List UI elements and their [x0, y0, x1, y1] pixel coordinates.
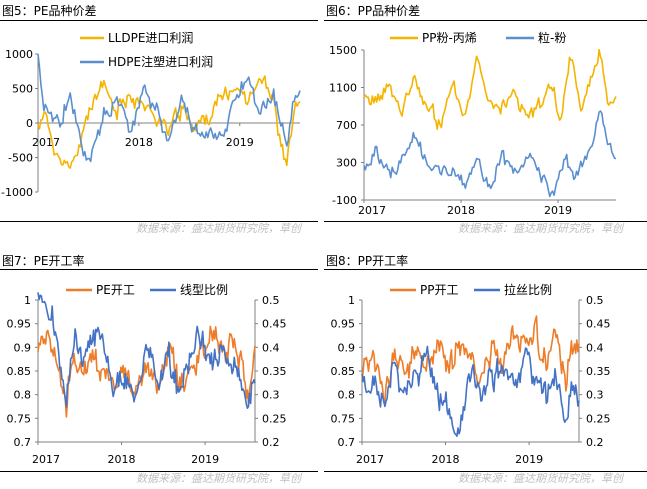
legend-label-1: LLDPE进口利润: [108, 31, 193, 45]
y-tick-label: 1100: [329, 82, 357, 95]
figure-5-chart: 1000 500 0 -500 -1000 2017 2018 2019 LLDPE进口利润 HD…: [1, 31, 301, 199]
figure-8-top-rule: [324, 269, 647, 270]
x-tick-label: 2017: [356, 453, 384, 466]
y-tick-label: 0.8: [14, 389, 32, 402]
legend-label-2: HDPE注塑进口利润: [108, 54, 213, 69]
series-line-2: [363, 110, 617, 198]
legend-label-1: PE开工: [96, 283, 135, 297]
series-line-1: [37, 325, 256, 418]
figure-8-title: 图8：PP开工率: [326, 254, 409, 268]
x-tick-label: 2019: [191, 453, 219, 466]
y2-tick-label: 0.45: [262, 318, 287, 331]
y2-tick-label: 0.3: [586, 389, 604, 402]
x-tick-label: 2018: [108, 453, 136, 466]
figure-7-source: 数据来源：盛达期货研究院，草创: [136, 472, 301, 485]
figure-5-source: 数据来源：盛达期货研究院，草创: [136, 222, 301, 235]
legend-label-1: PP粉-丙烯: [422, 31, 477, 45]
figure-8-source: 数据来源：盛达期货研究院，草创: [458, 472, 623, 485]
x-tick-label: 2017: [32, 453, 60, 466]
y2-tick-label: 0.2: [586, 436, 604, 449]
x-tick-label: 2017: [358, 204, 386, 217]
series-line-1: [363, 48, 617, 130]
y2-tick-label: 0.25: [586, 412, 611, 425]
y-tick-label: 0.75: [7, 412, 32, 425]
legend-label-1: PP开工: [420, 283, 458, 297]
y2-tick-label: 0.2: [262, 436, 280, 449]
x-tick-label: 2018: [125, 136, 153, 149]
y-tick-label: 500: [12, 83, 33, 96]
figure-5-bottom-rule: [0, 221, 318, 222]
y-tick-label: 0.7: [338, 436, 356, 449]
legend-label-2: 拉丝比例: [504, 282, 552, 297]
x-tick-label: 2017: [32, 136, 60, 149]
x-tick-label: 2019: [515, 453, 543, 466]
x-tick-label: 2018: [432, 453, 460, 466]
y2-tick-label: 0.4: [262, 341, 280, 354]
legend-label-2: 线型比例: [180, 283, 228, 297]
series-line-2: [37, 53, 301, 163]
y-tick-label: 0: [26, 117, 33, 130]
figure-5-title: 图5：PE品种价差: [2, 4, 97, 18]
series-line-2: [361, 345, 580, 437]
x-tick-label: 2019: [544, 204, 572, 217]
legend-label-2: 粒-粉: [538, 30, 566, 45]
y-tick-label: 0.75: [331, 412, 356, 425]
y-tick-label: -500: [8, 152, 33, 165]
y2-tick-label: 0.5: [586, 294, 604, 307]
x-tick-label: 2019: [226, 136, 254, 149]
series-line-1: [37, 75, 301, 169]
figure-5-top-rule: [0, 20, 318, 21]
y2-tick-label: 0.35: [262, 365, 287, 378]
y-tick-label: 1: [348, 294, 355, 307]
y2-tick-label: 0.3: [262, 389, 280, 402]
y-tick-label: 0.9: [338, 341, 356, 354]
y-tick-label: 0.95: [7, 318, 32, 331]
y-tick-label: 0.85: [7, 365, 32, 378]
y2-tick-label: 0.35: [586, 365, 611, 378]
y2-tick-label: 0.25: [262, 412, 287, 425]
y-tick-label: -1000: [1, 186, 33, 199]
y-tick-label: 0.8: [338, 389, 356, 402]
figure-8-bottom-rule: [324, 471, 647, 472]
figure-6-title: 图6：PP品种价差: [326, 4, 421, 18]
y-tick-label: 0.95: [331, 318, 356, 331]
y-tick-label: -100: [332, 194, 357, 207]
y2-tick-label: 0.4: [586, 341, 604, 354]
y-tick-label: 0.9: [14, 341, 32, 354]
y-tick-label: 0.85: [331, 365, 356, 378]
figure-7-title: 图7：PE开工率: [2, 254, 85, 268]
figure-7-bottom-rule: [0, 471, 318, 472]
figure-7-chart: 1 0.95 0.9 0.85 0.8 0.75 0.7 0.5 0.45 0.4 0.35 0.3 0…: [7, 283, 287, 466]
y-tick-label: 700: [336, 119, 357, 132]
figure-6-source: 数据来源：盛达期货研究院，草创: [458, 222, 623, 235]
series-line-1: [361, 315, 580, 404]
y-tick-label: 1000: [5, 48, 33, 61]
y-tick-label: 0.7: [14, 436, 32, 449]
figure-6-top-rule: [324, 20, 647, 21]
y-tick-label: 1: [24, 294, 31, 307]
series-line-2: [37, 292, 256, 409]
y2-tick-label: 0.45: [586, 318, 611, 331]
y-tick-label: 300: [336, 157, 357, 170]
y2-tick-label: 0.5: [262, 294, 280, 307]
y-tick-label: 1500: [329, 44, 357, 57]
figure-6-bottom-rule: [324, 221, 647, 222]
x-tick-label: 2018: [447, 204, 475, 217]
figure-7-top-rule: [0, 269, 318, 270]
figure-8-chart: 1 0.95 0.9 0.85 0.8 0.75 0.7 0.5 0.45 0.4 0.35 0.3 0…: [331, 282, 611, 466]
